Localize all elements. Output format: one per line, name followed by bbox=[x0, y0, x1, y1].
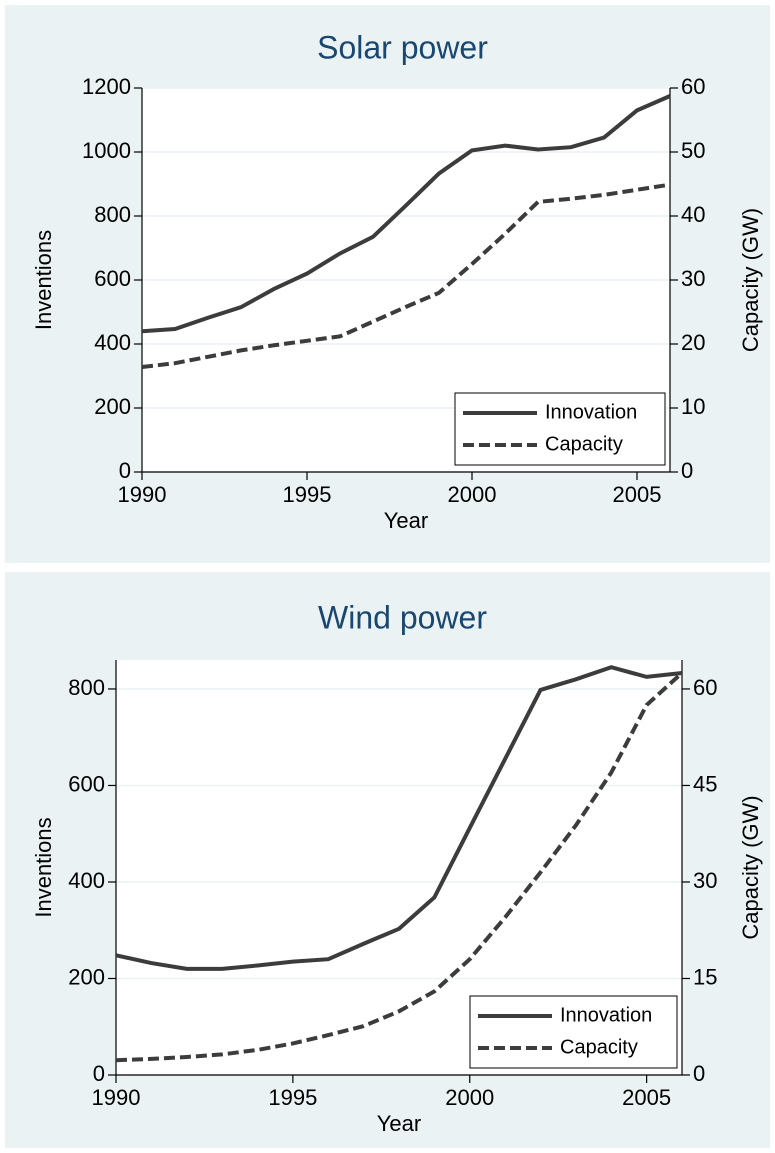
y2-tick-label: 45 bbox=[693, 771, 717, 796]
y-axis-label: Inventions bbox=[31, 230, 56, 330]
y2-tick-label: 15 bbox=[693, 964, 717, 989]
legend-label: Capacity bbox=[545, 433, 623, 455]
y-tick-label: 400 bbox=[68, 868, 105, 893]
y2-tick-label: 30 bbox=[681, 266, 705, 291]
x-axis-label: Year bbox=[377, 1111, 421, 1136]
x-tick-label: 1995 bbox=[283, 482, 332, 507]
series-line bbox=[141, 94, 671, 334]
y2-axis-label: Capacity (GW) bbox=[738, 208, 763, 352]
y2-tick-label: 10 bbox=[681, 394, 705, 419]
series-line bbox=[141, 182, 671, 370]
legend-label: Innovation bbox=[545, 401, 637, 423]
y-axis-label: Inventions bbox=[31, 817, 56, 917]
x-tick-label: 1990 bbox=[118, 482, 167, 507]
y-tick-label: 600 bbox=[68, 771, 105, 796]
y-tick-label: 200 bbox=[94, 394, 131, 419]
series-line bbox=[115, 671, 684, 1063]
x-axis-label: Year bbox=[384, 508, 428, 533]
y-tick-label: 600 bbox=[94, 266, 131, 291]
x-tick-label: 2000 bbox=[445, 1085, 494, 1110]
legend-label: Capacity bbox=[560, 1036, 638, 1058]
chart-title: Wind power bbox=[318, 599, 487, 635]
legend-box bbox=[454, 392, 666, 466]
x-tick-label: 2000 bbox=[448, 482, 497, 507]
y-tick-label: 800 bbox=[94, 202, 131, 227]
y-tick-label: 200 bbox=[68, 964, 105, 989]
y-tick-label: 0 bbox=[119, 458, 131, 483]
y-tick-label: 1200 bbox=[82, 74, 131, 99]
y2-tick-label: 60 bbox=[681, 74, 705, 99]
x-tick-label: 2005 bbox=[622, 1085, 671, 1110]
y-tick-label: 800 bbox=[68, 675, 105, 700]
chart-title: Solar power bbox=[317, 29, 488, 65]
y-tick-label: 400 bbox=[94, 330, 131, 355]
x-tick-label: 1990 bbox=[92, 1085, 141, 1110]
y2-tick-label: 20 bbox=[681, 330, 705, 355]
x-tick-label: 1995 bbox=[268, 1085, 317, 1110]
y-tick-label: 0 bbox=[93, 1061, 105, 1086]
y2-tick-label: 60 bbox=[693, 675, 717, 700]
y2-axis-label: Capacity (GW) bbox=[738, 795, 763, 939]
y2-tick-label: 40 bbox=[681, 202, 705, 227]
y2-tick-label: 0 bbox=[693, 1061, 705, 1086]
y2-tick-label: 0 bbox=[681, 458, 693, 483]
y-tick-label: 1000 bbox=[82, 138, 131, 163]
legend-box bbox=[469, 995, 678, 1069]
y2-tick-label: 30 bbox=[693, 868, 717, 893]
y2-tick-label: 50 bbox=[681, 138, 705, 163]
legend-label: Innovation bbox=[560, 1004, 652, 1026]
series-line bbox=[115, 665, 683, 971]
x-tick-label: 2005 bbox=[613, 482, 662, 507]
